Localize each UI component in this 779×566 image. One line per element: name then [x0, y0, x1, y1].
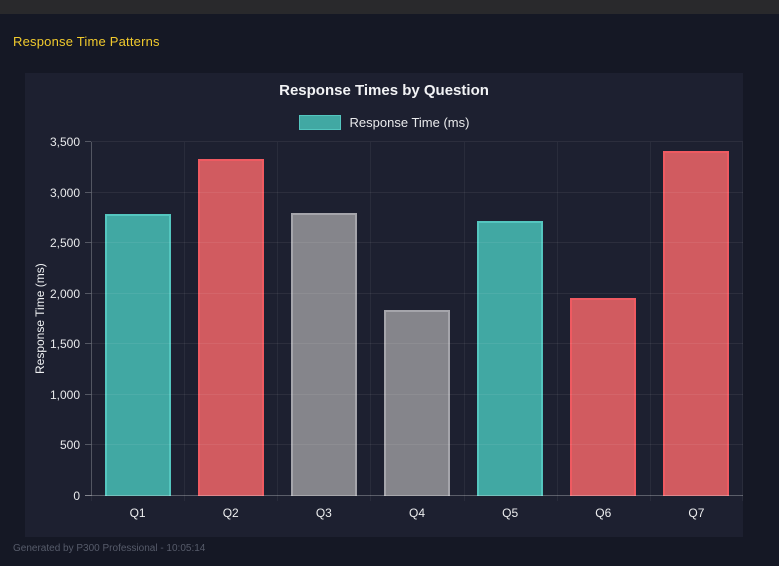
category-slot: Q7: [650, 142, 743, 520]
y-axis-tick: [85, 495, 91, 496]
y-axis-tick: [85, 444, 91, 446]
gridline-vertical: [370, 142, 372, 501]
gridline-vertical: [649, 142, 651, 501]
y-axis-labels: 0 500 1,000 1,500 2,000 2,500 3,000 3,500: [40, 135, 80, 503]
category-region: Q1 Q2 Q3 Q4 Q5 Q6 Q7: [91, 142, 743, 520]
gridline-horizontal: [91, 141, 743, 142]
bar-q5[interactable]: [477, 220, 544, 496]
gridline-vertical: [184, 142, 186, 501]
y-tick-label: 500: [59, 438, 80, 453]
x-tick-label: Q4: [408, 506, 425, 520]
bar-q4[interactable]: [383, 309, 451, 496]
x-tick-label: Q1: [129, 506, 146, 520]
gridline-horizontal: [91, 292, 743, 294]
category-slot: Q5: [464, 142, 557, 520]
y-axis-tick: [85, 393, 91, 395]
gridline-vertical: [463, 142, 465, 501]
y-tick-label: 2,500: [49, 236, 80, 251]
bar-q1[interactable]: [104, 213, 171, 496]
x-tick-label: Q5: [502, 506, 519, 520]
gridline-vertical: [277, 142, 279, 501]
x-tick-label: Q6: [595, 506, 612, 520]
gridline-horizontal: [91, 393, 743, 395]
bars-container: Q1 Q2 Q3 Q4 Q5 Q6 Q7: [91, 142, 743, 520]
category-slot: Q4: [370, 142, 463, 520]
y-axis-tick: [85, 343, 91, 345]
y-axis-line: [91, 142, 92, 496]
category-slot: Q1: [91, 142, 184, 520]
x-tick-label: Q2: [222, 506, 239, 520]
y-tick-label: 3,000: [49, 185, 80, 200]
chart-title: Response Times by Question: [279, 82, 489, 99]
gridline-horizontal: [91, 343, 743, 345]
x-tick-label: Q3: [315, 506, 332, 520]
y-tick-label: 1,000: [49, 387, 80, 402]
bar-q7[interactable]: [663, 151, 730, 496]
y-tick-label: 3,500: [49, 135, 80, 149]
gridline-vertical: [742, 142, 743, 501]
y-axis-tick: [85, 191, 91, 193]
gridline-vertical: [556, 142, 558, 501]
legend-swatch: [298, 115, 341, 130]
gridline-vertical: [91, 142, 92, 501]
bar-q6[interactable]: [570, 297, 637, 496]
footer-generated-text: Generated by P300 Professional - 10:05:1…: [13, 543, 206, 554]
y-axis-tick: [85, 292, 91, 294]
chart-panel: Response Times by Question Response Time…: [25, 73, 743, 537]
bar-q2[interactable]: [197, 159, 264, 496]
legend-label: Response Time (ms): [349, 115, 470, 130]
x-axis-line: [85, 495, 743, 496]
y-axis-tick: [85, 242, 91, 244]
x-tick-label: Q7: [688, 506, 705, 520]
category-slot: Q2: [184, 142, 277, 520]
bar-q3[interactable]: [290, 212, 357, 496]
gridline-horizontal: [91, 444, 743, 446]
y-tick-label: 0: [73, 489, 80, 503]
y-tick-label: 1,500: [49, 337, 80, 352]
window-top-strip: [0, 0, 779, 14]
gridline-horizontal: [91, 242, 743, 244]
gridline-horizontal: [91, 191, 743, 193]
legend-item[interactable]: Response Time (ms): [25, 115, 743, 130]
y-tick-label: 2,000: [49, 286, 80, 301]
plot-area: Response Time (ms) 0 500 1,000 1,500 2,000 2,…: [33, 135, 743, 520]
page-title: Response Time Patterns: [13, 34, 160, 49]
y-axis-tick: [85, 141, 91, 142]
category-slot: Q6: [557, 142, 650, 520]
category-slot: Q3: [277, 142, 370, 520]
